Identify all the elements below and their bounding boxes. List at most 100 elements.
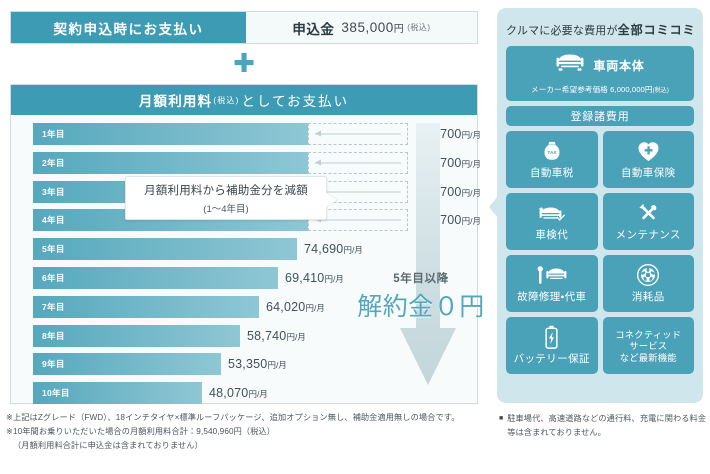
bar-value-unit: 円/月: [324, 273, 344, 284]
bar-8: 8年目: [33, 324, 240, 347]
bar-row: 6年目 69,410円/月: [11, 265, 477, 291]
bar-value-unit: 円/月: [343, 245, 363, 256]
bar-value-unit: 円/月: [305, 302, 325, 313]
monthly-header-rest: としてお支払い: [241, 94, 350, 109]
tile-6: 消耗品: [602, 255, 694, 312]
cancellation-fee-note: 5年目以降 解約金０円: [341, 270, 501, 323]
subsidy-callout: 月額利用料から補助金分を減額 (1〜4年目): [125, 176, 337, 220]
left-column: 契約申込時にお支払い 申込金 385,000 円 (税込) ✚ 月額利用料 (税込…: [6, 11, 486, 453]
left-footnotes: ※上記はZグレード（FWD）、18インチタイヤ×標準ルーフパッケージ、追加オプシ…: [6, 411, 486, 453]
car-check-icon: [538, 200, 566, 226]
tile-label: バッテリー保証: [513, 353, 590, 366]
monthly-fee-block: 月額利用料(税込)としてお支払い 1年目106,700円/月2年目106,700…: [10, 84, 484, 405]
bar-label: 8年目: [42, 330, 65, 341]
tile-label: メンテナンス: [615, 229, 681, 242]
bar-value-7: 64,020円/月: [266, 300, 325, 314]
upfront-payment-label: 契約申込時にお支払い: [11, 12, 246, 43]
bar-value-8: 58,740円/月: [247, 329, 306, 343]
tile-label: 車検代: [535, 229, 569, 242]
vehicle-body-price-text: メーカー希望参考価格 6,000,000円: [531, 85, 653, 94]
tile-5: 故障修理・代車: [506, 255, 598, 312]
bar-value-number: 58,740: [247, 328, 287, 343]
left-footnote-2: ※10年間お乗りいただいた場合の月額利用料合計：9,540,960円（税込）: [6, 427, 276, 437]
bar-value-unit: 円/月: [248, 389, 268, 400]
footnote-bullet-icon: ■: [499, 415, 504, 422]
cancellation-note-small: 5年目以降: [393, 273, 449, 285]
monthly-header-strong: 月額利用料: [138, 94, 213, 109]
bar-value-number: 48,070: [209, 386, 249, 401]
bar-value-unit: 円/月: [461, 216, 481, 227]
callout-tail-icon: [326, 193, 337, 207]
bar-1: 1年目: [33, 123, 308, 145]
subsidy-left-arrow-icon: [315, 130, 401, 137]
heart-shield-icon: [637, 138, 660, 164]
upfront-payment-value: 申込金 385,000 円 (税込): [246, 12, 477, 43]
bar-row: 8年目 58,740円/月: [11, 323, 477, 349]
svg-text:TAX: TAX: [547, 150, 557, 156]
subsidy-left-arrow-icon: [315, 188, 401, 195]
included-costs-grid: TAX 自動車税 自動車保険車検代 メンテナンス故障修理・代車 消耗品バッテリー保証 コネ…: [506, 131, 694, 374]
tile-label: 消耗品: [631, 291, 665, 304]
tile-label: 自動車保険: [621, 167, 676, 180]
bar-value-number: 53,350: [228, 357, 268, 372]
upfront-fee-unit: 円: [393, 24, 405, 35]
included-costs-panel: クルマに必要な費用が全部コミコミ 車両本体: [497, 8, 703, 403]
bar-7: 7年目: [33, 295, 259, 318]
bar-label: 5年目: [42, 244, 65, 255]
bar-10: 10年目: [33, 382, 202, 405]
monthly-fee-header: 月額利用料 (税込) としてお支払い: [11, 85, 477, 115]
tile-4: メンテナンス: [602, 193, 694, 250]
cancellation-note-big: 解約金０円: [357, 293, 485, 321]
bar-label: 10年目: [42, 388, 70, 399]
bar-label: 6年目: [42, 272, 65, 283]
tile-label: 故障修理・代車: [517, 291, 587, 304]
left-footnote-3: （月額利用料合計に申込金は含まれておりません）: [13, 441, 203, 451]
bar-label: 1年目: [42, 129, 65, 139]
bar-value-unit: 円/月: [461, 130, 481, 140]
bar-label: 7年目: [42, 301, 65, 312]
bar-label: 4年目: [42, 215, 65, 226]
car-front-icon: [555, 53, 585, 77]
wrench-car-icon: [535, 262, 569, 288]
tile-label: 自動車税: [529, 167, 574, 180]
bar-label: 9年目: [42, 359, 65, 370]
bar-6: 6年目: [33, 266, 278, 289]
vehicle-body-label: 車両本体: [593, 58, 645, 73]
tire-icon: [636, 262, 660, 288]
monthly-fee-bar-chart: 1年目106,700円/月2年目106,700円/月3年目106,700円/月4…: [11, 115, 484, 405]
bar-value-unit: 円/月: [461, 158, 481, 169]
tile-8: コネクティッド サービス など最新機能: [602, 317, 694, 374]
vehicle-body-price-tax: (税込): [652, 88, 669, 94]
included-costs-title-strong: 全部コミコミ: [617, 23, 696, 37]
upfront-payment-row: 契約申込時にお支払い 申込金 385,000 円 (税込): [10, 11, 478, 44]
bar-label: 2年目: [42, 157, 65, 168]
bar-value-10: 48,070円/月: [209, 386, 268, 400]
bar-5: 5年目: [33, 238, 297, 261]
upfront-fee-name: 申込金: [292, 21, 335, 37]
bar-value-9: 53,350円/月: [228, 357, 287, 371]
tile-2: 自動車保険: [602, 131, 694, 188]
subsidy-dashed-box: [308, 123, 408, 145]
bar-value-number: 69,410: [285, 270, 325, 285]
plus-icon: ✚: [233, 48, 255, 78]
bar-value-number: 74,690: [304, 242, 344, 257]
subsidy-callout-line1: 月額利用料から補助金分を減額: [144, 184, 308, 197]
subsidy-dashed-box: [308, 151, 408, 174]
tax-bag-icon: TAX: [541, 138, 563, 164]
bar-value-number: 64,020: [266, 299, 306, 314]
battery-icon: [544, 324, 559, 350]
bar-value-5: 74,690円/月: [304, 242, 363, 256]
tile-3: 車検代: [506, 193, 598, 250]
subsidy-callout-line2: (1〜4年目): [203, 203, 249, 215]
bar-value-6: 69,410円/月: [285, 271, 344, 285]
tools-icon: [636, 200, 661, 226]
downward-arrow-icon: [396, 123, 460, 391]
monthly-header-tax: (税込): [213, 95, 240, 105]
bar-2: 2年目: [33, 151, 308, 174]
upfront-fee-tax-note: (税込): [407, 23, 431, 32]
bar-value-unit: 円/月: [461, 187, 481, 198]
vehicle-body-price: メーカー希望参考価格 6,000,000円(税込): [531, 84, 669, 95]
tile-vehicle-body: 車両本体 メーカー希望参考価格 6,000,000円(税込): [506, 46, 694, 101]
tile-label: コネクティッド サービス など最新機能: [615, 329, 682, 363]
